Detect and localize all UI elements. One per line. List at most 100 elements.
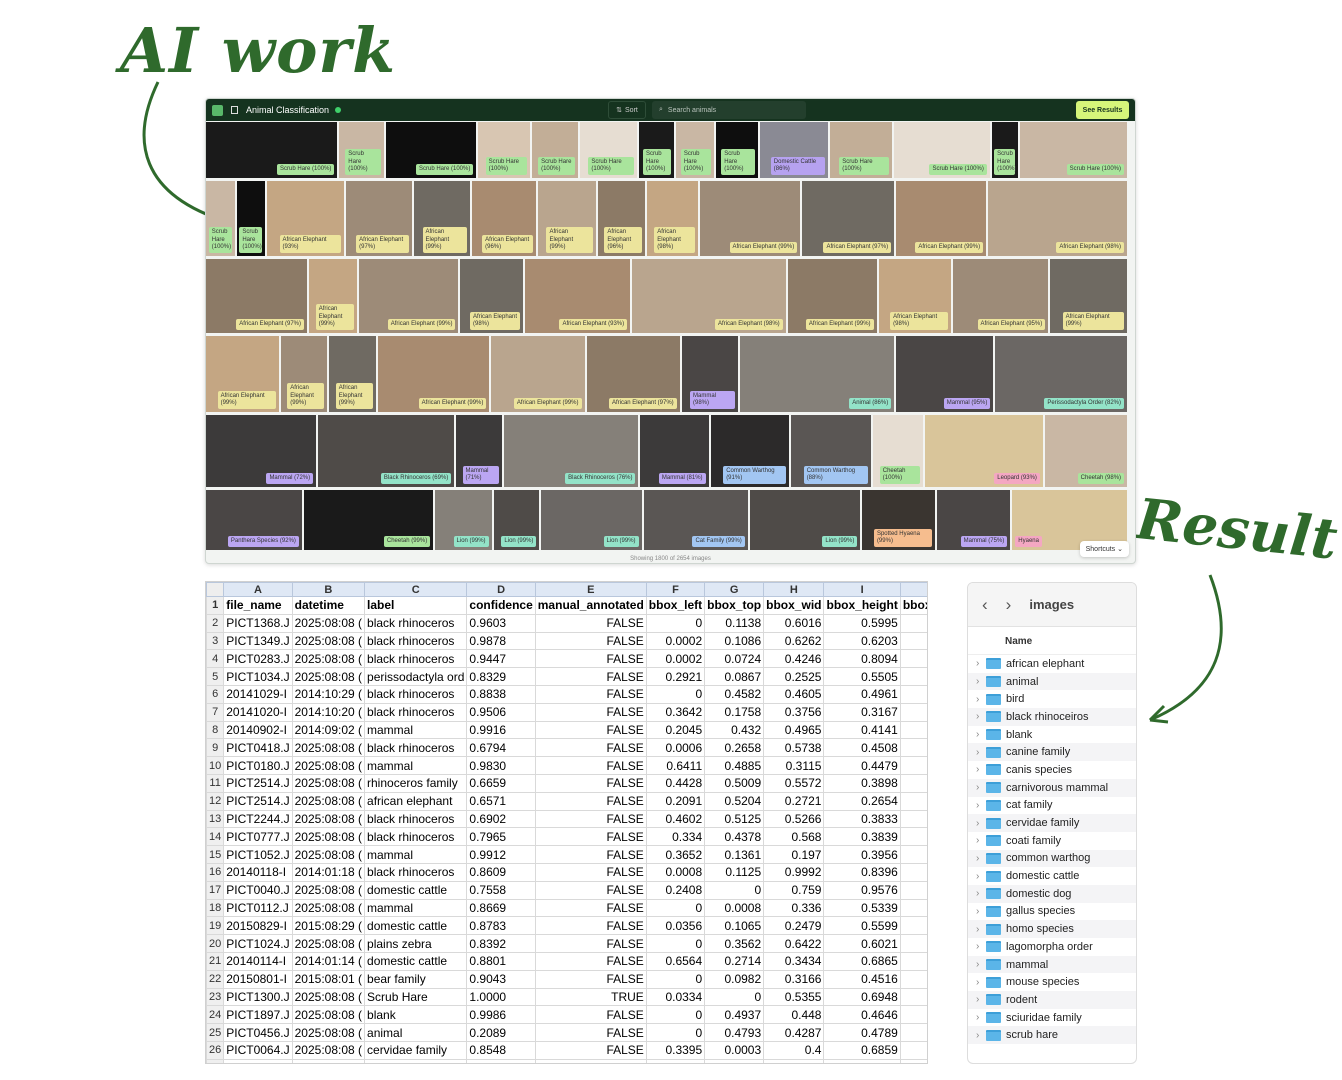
table-cell[interactable]: 0.8548 [466, 1040, 536, 1060]
table-cell[interactable]: PICT0180.J [223, 756, 293, 775]
table-cell[interactable]: 0.3642 [645, 702, 706, 722]
table-cell[interactable]: 0.3562 [704, 934, 765, 953]
table-cell[interactable]: PICT0112.J [223, 898, 293, 918]
table-cell[interactable]: 0.8838 [466, 684, 536, 704]
table-cell[interactable]: rhinoceros family [364, 773, 468, 793]
table-cell[interactable]: 0.3756 [763, 702, 825, 722]
table-cell[interactable] [763, 1058, 825, 1063]
table-cell[interactable]: 2014:10:29 ( [291, 684, 366, 704]
table-cell[interactable]: 0.6422 [763, 934, 825, 953]
table-cell[interactable]: 0.5505 [823, 667, 901, 686]
disclosure-chevron-icon[interactable]: › [976, 852, 980, 864]
table-cell[interactable]: 0.0002 [645, 631, 706, 651]
table-cell[interactable]: 0.334 [645, 827, 706, 847]
image-tile[interactable]: Domestic Cattle (86%) [760, 122, 828, 178]
table-cell[interactable]: 0.9878 [466, 631, 536, 651]
disclosure-chevron-icon[interactable]: › [976, 693, 980, 705]
disclosure-chevron-icon[interactable]: › [976, 764, 980, 776]
table-cell[interactable]: 2025:08:08 ( [291, 791, 366, 811]
table-cell[interactable]: 0.4602 [645, 809, 706, 829]
row-number[interactable]: 26 [206, 1040, 225, 1060]
table-cell[interactable]: 0.4812 [899, 791, 927, 811]
folder-item[interactable]: › canine family [968, 743, 1136, 762]
table-cell[interactable]: FALSE [534, 951, 647, 971]
table-cell[interactable]: FALSE [534, 756, 647, 775]
disclosure-chevron-icon[interactable]: › [976, 729, 980, 741]
disclosure-chevron-icon[interactable]: › [976, 994, 980, 1006]
table-cell[interactable]: 0.5738 [763, 738, 825, 758]
table-cell[interactable]: 0.4248 [899, 649, 927, 669]
table-cell[interactable]: 1 [899, 773, 927, 793]
sidebar-toggle-icon[interactable] [231, 106, 238, 114]
table-cell[interactable]: 2025:08:08 ( [291, 934, 366, 953]
table-cell[interactable]: 0.6021 [823, 934, 901, 953]
table-cell[interactable]: 0.7558 [466, 880, 536, 900]
table-cell[interactable]: PICT0418.J [223, 738, 293, 758]
row-number[interactable]: 13 [206, 809, 225, 829]
table-cell[interactable]: 0.197 [763, 845, 825, 864]
column-letter[interactable]: G [704, 582, 765, 597]
image-tile[interactable]: African Elephant (99%) [1050, 259, 1127, 333]
table-cell[interactable]: 0.9916 [466, 720, 536, 740]
table-cell[interactable]: 0.4141 [823, 720, 901, 740]
table-cell[interactable]: 20140114-I [223, 951, 293, 971]
table-cell[interactable]: FALSE [534, 1040, 647, 1060]
image-tile[interactable]: Scrub Hare (100%) [206, 122, 338, 178]
image-tile[interactable]: African Elephant (99%) [491, 336, 585, 412]
table-cell[interactable]: 0.5266 [763, 809, 825, 829]
row-number[interactable]: 14 [206, 827, 225, 847]
folder-item[interactable]: › black rhinoceiros [968, 708, 1136, 726]
table-cell[interactable]: 0.2658 [704, 738, 765, 758]
table-cell[interactable]: 0.0356 [645, 916, 706, 936]
row-number[interactable]: 4 [206, 649, 225, 669]
corner-cell[interactable] [206, 582, 225, 597]
row-number[interactable]: 2 [206, 613, 225, 633]
image-tile[interactable]: African Elephant (98%) [988, 181, 1128, 256]
table-cell[interactable]: PICT2514.J [223, 791, 293, 811]
folder-item[interactable]: › mouse species [968, 973, 1136, 991]
table-cell[interactable]: 0.2091 [645, 791, 706, 811]
table-cell[interactable]: FALSE [534, 702, 647, 722]
image-tile[interactable]: African Elephant (95%) [953, 259, 1049, 333]
table-cell[interactable]: 2025:08:08 ( [291, 1023, 366, 1042]
table-cell[interactable] [223, 1058, 293, 1063]
table-cell[interactable]: 0.7965 [466, 827, 536, 847]
table-cell[interactable]: 0.1361 [704, 845, 765, 864]
table-cell[interactable]: 0.5204 [704, 791, 765, 811]
table-cell[interactable]: african elephant [364, 791, 468, 811]
table-cell[interactable]: FALSE [534, 845, 647, 864]
image-tile[interactable]: Cat Family (99%) [643, 490, 748, 550]
image-tile[interactable]: Lion (99%) [749, 490, 861, 550]
table-cell[interactable]: FALSE [534, 631, 647, 651]
table-cell[interactable]: 0.4378 [704, 827, 765, 847]
table-cell[interactable]: PICT1349.J [223, 631, 293, 651]
column-header[interactable]: datetime [291, 596, 366, 615]
image-tile[interactable]: African Elephant (96%) [598, 181, 646, 256]
table-cell[interactable]: 0.6865 [823, 951, 901, 971]
table-cell[interactable]: 0.5622 [899, 845, 927, 864]
disclosure-chevron-icon[interactable]: › [976, 799, 980, 811]
table-cell[interactable]: 0.9576 [823, 880, 901, 900]
image-tile[interactable]: Perissodactyla Order (82%) [995, 336, 1128, 412]
table-cell[interactable]: PICT0064.J [223, 1040, 293, 1060]
back-icon[interactable]: ‹ [982, 594, 988, 614]
table-cell[interactable]: 20150801-I [223, 969, 293, 989]
column-header[interactable]: bbox_wid [763, 596, 825, 615]
table-cell[interactable]: 0.902 [899, 827, 927, 847]
shortcuts-button[interactable]: Shortcuts ⌄ [1079, 541, 1129, 557]
table-cell[interactable]: 0.2835 [899, 916, 927, 936]
table-cell[interactable]: 0.5599 [823, 916, 901, 936]
table-cell[interactable]: 0.6262 [763, 631, 825, 651]
table-cell[interactable]: 0.5689 [899, 987, 927, 1007]
image-tile[interactable]: Scrub Hare (100%) [893, 122, 990, 178]
table-cell[interactable]: 2025:08:08 ( [291, 649, 366, 669]
table-cell[interactable]: 2025:08:08 ( [291, 756, 366, 775]
table-cell[interactable]: 0.759 [763, 880, 825, 900]
table-cell[interactable]: 0 [645, 898, 706, 918]
table-cell[interactable]: 20140118-I [223, 862, 293, 882]
table-cell[interactable]: 0.6411 [645, 756, 706, 775]
table-cell[interactable]: 0 [645, 934, 706, 953]
disclosure-chevron-icon[interactable]: › [976, 746, 980, 758]
table-cell[interactable]: 0.3166 [763, 969, 825, 989]
image-tile[interactable]: African Elephant (98%) [647, 181, 699, 256]
